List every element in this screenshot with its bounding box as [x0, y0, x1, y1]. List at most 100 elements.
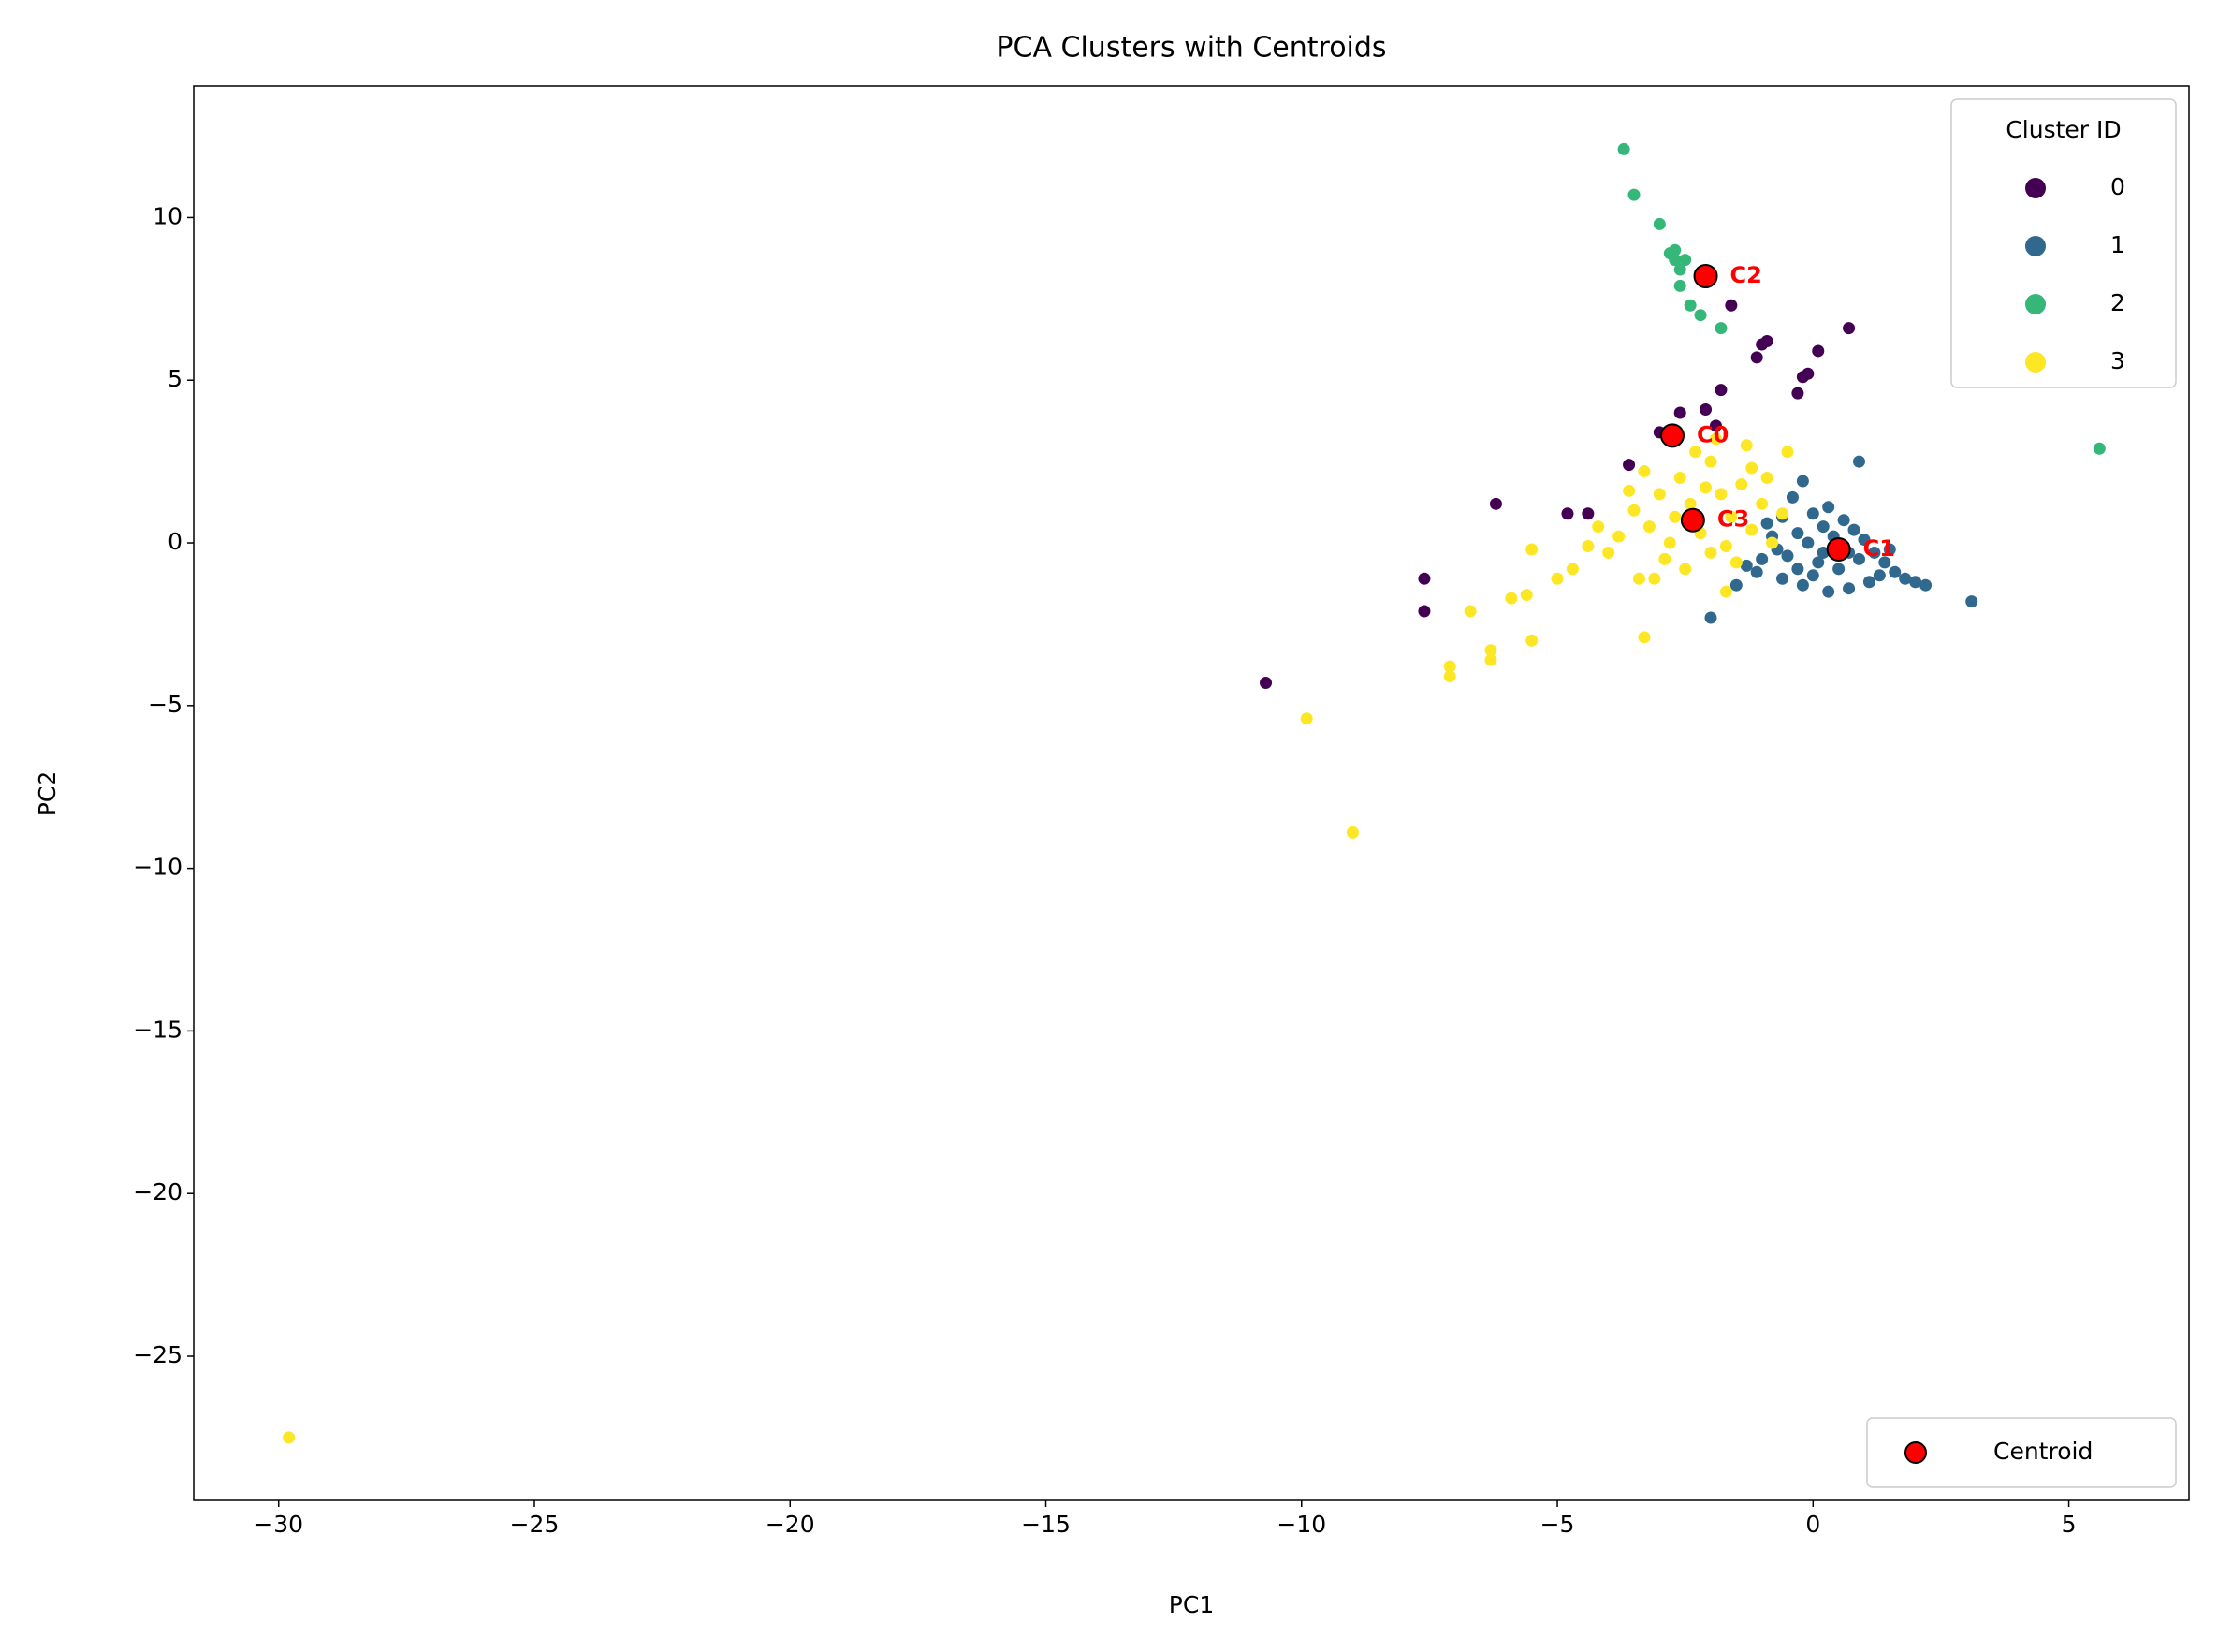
legend-marker	[2025, 178, 2046, 198]
point	[1612, 530, 1626, 543]
point	[1679, 563, 1692, 576]
point	[1719, 585, 1732, 598]
point	[1418, 572, 1431, 585]
y-tick-label: −5	[148, 691, 182, 718]
point	[1873, 569, 1886, 582]
point	[1735, 477, 1748, 490]
point	[1623, 459, 1636, 472]
point	[1719, 540, 1732, 553]
x-tick-label: −25	[510, 1511, 560, 1538]
x-tick-label: −20	[766, 1511, 815, 1538]
point	[1802, 367, 1815, 380]
point	[1729, 556, 1743, 569]
point	[1642, 520, 1656, 534]
legend-marker	[2025, 236, 2046, 256]
point	[1525, 543, 1539, 556]
point	[1832, 563, 1846, 576]
point	[1847, 523, 1860, 536]
point	[1715, 322, 1728, 335]
point	[1669, 254, 1682, 267]
point	[1638, 631, 1651, 644]
point	[1443, 660, 1456, 673]
x-tick-label: 5	[2062, 1511, 2077, 1538]
point	[1750, 565, 1763, 578]
x-tick-label: 0	[1805, 1511, 1820, 1538]
point	[1883, 543, 1896, 556]
plot-frame	[193, 85, 2190, 1501]
point	[1760, 335, 1773, 348]
y-tick-label: 10	[153, 202, 182, 229]
point	[1632, 572, 1645, 585]
point	[1700, 481, 1713, 494]
point	[2093, 442, 2106, 455]
point	[1443, 670, 1456, 683]
point	[1756, 497, 1769, 510]
point	[1679, 254, 1692, 267]
point	[1673, 472, 1686, 485]
point	[1740, 559, 1753, 572]
point	[1745, 523, 1758, 536]
point	[1791, 563, 1804, 576]
point	[1484, 644, 1497, 657]
point	[1760, 472, 1773, 485]
point	[1776, 572, 1789, 585]
point	[1899, 572, 1912, 585]
point	[1684, 299, 1697, 312]
point	[1756, 552, 1769, 565]
point	[1648, 572, 1661, 585]
point	[283, 1431, 296, 1444]
point	[1781, 446, 1794, 459]
centroid-label: C1	[1863, 535, 1895, 562]
point	[1796, 578, 1809, 592]
point	[1812, 344, 1825, 358]
point	[1704, 611, 1717, 624]
point	[1260, 676, 1273, 689]
point	[1919, 578, 1933, 592]
centroid-label: C3	[1717, 506, 1749, 533]
point	[1868, 546, 1881, 559]
point	[1817, 520, 1830, 534]
point	[1709, 432, 1722, 446]
y-tick-label: −10	[133, 854, 182, 881]
point	[1791, 527, 1804, 540]
point	[1602, 546, 1615, 559]
legend-marker	[2025, 294, 2046, 314]
point	[1669, 243, 1682, 256]
point	[1673, 406, 1686, 419]
point	[1520, 589, 1533, 602]
point	[1909, 576, 1922, 589]
point	[1300, 712, 1313, 725]
point	[1843, 582, 1856, 595]
point	[1725, 299, 1738, 312]
point	[1627, 504, 1641, 517]
point	[1551, 572, 1564, 585]
point	[1689, 446, 1702, 459]
point	[1673, 279, 1686, 292]
x-tick-label: −5	[1540, 1511, 1575, 1538]
point	[1858, 534, 1871, 547]
legend-label: Centroid	[1993, 1438, 2093, 1465]
point	[1843, 322, 1856, 335]
centroid	[1660, 423, 1685, 448]
point	[1623, 484, 1636, 497]
point	[1878, 556, 1891, 569]
point	[1582, 540, 1595, 553]
point	[1715, 384, 1728, 397]
point	[1802, 536, 1815, 549]
centroid-label: C0	[1697, 421, 1729, 447]
point	[1760, 517, 1773, 530]
point	[1822, 501, 1835, 514]
point	[1837, 514, 1850, 527]
point	[1489, 497, 1502, 510]
x-tick-label: −10	[1277, 1511, 1326, 1538]
point	[1525, 634, 1539, 647]
x-tick-label: −30	[254, 1511, 303, 1538]
point	[1889, 565, 1902, 578]
point	[1745, 461, 1758, 475]
y-tick-label: −15	[133, 1016, 182, 1043]
point	[1663, 536, 1676, 549]
centroid	[1693, 263, 1718, 288]
chart-title: PCA Clusters with Centroids	[996, 32, 1386, 65]
point	[1715, 488, 1728, 501]
x-tick-label: −15	[1021, 1511, 1071, 1538]
